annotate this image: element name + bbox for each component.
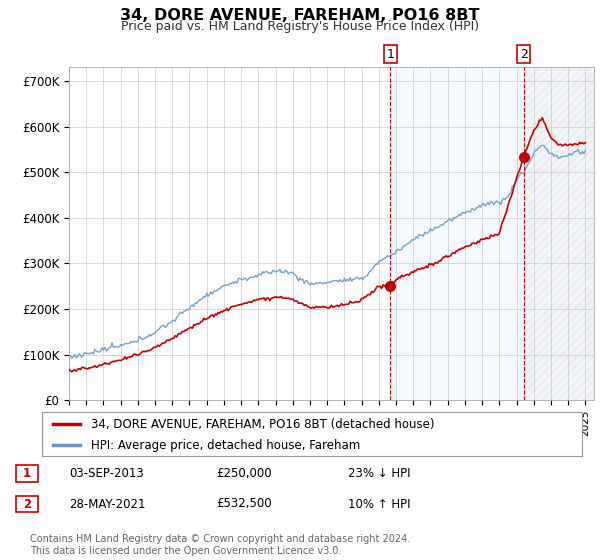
Text: 03-SEP-2013: 03-SEP-2013: [69, 466, 144, 480]
Text: 34, DORE AVENUE, FAREHAM, PO16 8BT (detached house): 34, DORE AVENUE, FAREHAM, PO16 8BT (deta…: [91, 418, 434, 431]
Text: 23% ↓ HPI: 23% ↓ HPI: [348, 466, 410, 480]
Bar: [391, 67, 524, 400]
Text: Contains HM Land Registry data © Crown copyright and database right 2024.
This d: Contains HM Land Registry data © Crown c…: [30, 534, 410, 556]
Text: HPI: Average price, detached house, Fareham: HPI: Average price, detached house, Fare…: [91, 438, 360, 452]
Text: 28-MAY-2021: 28-MAY-2021: [69, 497, 146, 511]
Text: £250,000: £250,000: [216, 466, 272, 480]
Text: 10% ↑ HPI: 10% ↑ HPI: [348, 497, 410, 511]
Text: 34, DORE AVENUE, FAREHAM, PO16 8BT: 34, DORE AVENUE, FAREHAM, PO16 8BT: [120, 8, 480, 24]
Text: 2: 2: [23, 497, 31, 511]
Text: Price paid vs. HM Land Registry's House Price Index (HPI): Price paid vs. HM Land Registry's House …: [121, 20, 479, 32]
Text: £532,500: £532,500: [216, 497, 272, 511]
Text: 1: 1: [386, 48, 394, 60]
Text: 2: 2: [520, 48, 527, 60]
Text: 1: 1: [23, 466, 31, 480]
Bar: [524, 67, 600, 400]
